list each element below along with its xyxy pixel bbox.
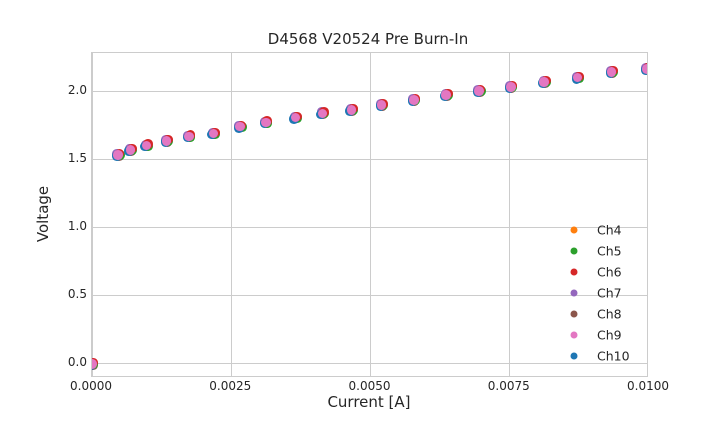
data-point-ch9 (346, 105, 357, 115)
y-axis-label: Voltage (34, 185, 52, 243)
data-point-ch9 (539, 77, 550, 87)
data-point-ch9 (113, 150, 123, 160)
data-point-ch9 (572, 72, 583, 83)
legend-marker-icon (570, 247, 578, 255)
legend-label: Ch4 (597, 222, 622, 238)
plot-area (91, 52, 648, 377)
gridline-vertical (92, 53, 93, 376)
data-point-ch9 (235, 121, 245, 132)
data-point-ch9 (161, 136, 172, 146)
gridline-vertical (230, 53, 232, 376)
gridline-horizontal (92, 295, 647, 297)
x-tick-label: 0.0075 (487, 379, 530, 393)
data-point-ch9 (141, 140, 152, 151)
x-axis-label: Current [A] (327, 393, 411, 411)
data-point-ch9 (606, 67, 617, 77)
gridline-vertical (370, 53, 371, 376)
gridline-horizontal (92, 159, 647, 161)
legend-marker-icon (570, 226, 578, 234)
gridline-vertical (509, 53, 511, 376)
y-tick-label: 1.0 (67, 218, 87, 233)
data-point-ch9 (409, 95, 419, 105)
data-point-ch9 (92, 359, 97, 369)
data-point-ch9 (474, 86, 484, 96)
y-tick-label: 0.0 (67, 354, 87, 369)
data-point-ch9 (260, 117, 271, 128)
x-tick-label: 0.0000 (70, 379, 112, 393)
legend-label: Ch9 (597, 327, 622, 343)
data-point-ch9 (506, 82, 516, 92)
legend-marker-icon (570, 289, 578, 297)
data-point-ch9 (317, 108, 328, 119)
legend-marker-icon (570, 268, 578, 276)
data-point-ch9 (376, 100, 387, 110)
legend-label: Ch5 (597, 243, 622, 259)
legend-label: Ch7 (597, 285, 622, 301)
legend-marker-icon (570, 352, 578, 360)
legend-marker-icon (570, 310, 578, 318)
data-point-ch9 (441, 90, 452, 100)
y-tick-label: 2.0 (67, 82, 87, 97)
x-tick-label: 0.0050 (348, 379, 391, 393)
gridline-horizontal (92, 227, 647, 229)
chart-title: D4568 V20524 Pre Burn-In (267, 30, 469, 48)
x-tick-label: 0.0025 (209, 379, 252, 393)
data-point-ch9 (125, 145, 136, 155)
data-point-ch9 (290, 112, 301, 123)
y-tick-label: 0.5 (67, 286, 87, 301)
gridline-horizontal (92, 363, 647, 365)
data-point-ch9 (641, 64, 647, 74)
data-point-ch9 (184, 131, 194, 142)
data-point-ch9 (208, 128, 219, 139)
legend-marker-icon (570, 331, 578, 339)
y-tick-label: 1.5 (67, 150, 87, 165)
gridline-horizontal (92, 91, 647, 93)
legend-label: Ch10 (597, 348, 630, 364)
legend-label: Ch8 (597, 306, 622, 322)
legend-label: Ch6 (597, 264, 622, 280)
x-tick-label: 0.0100 (627, 379, 669, 393)
